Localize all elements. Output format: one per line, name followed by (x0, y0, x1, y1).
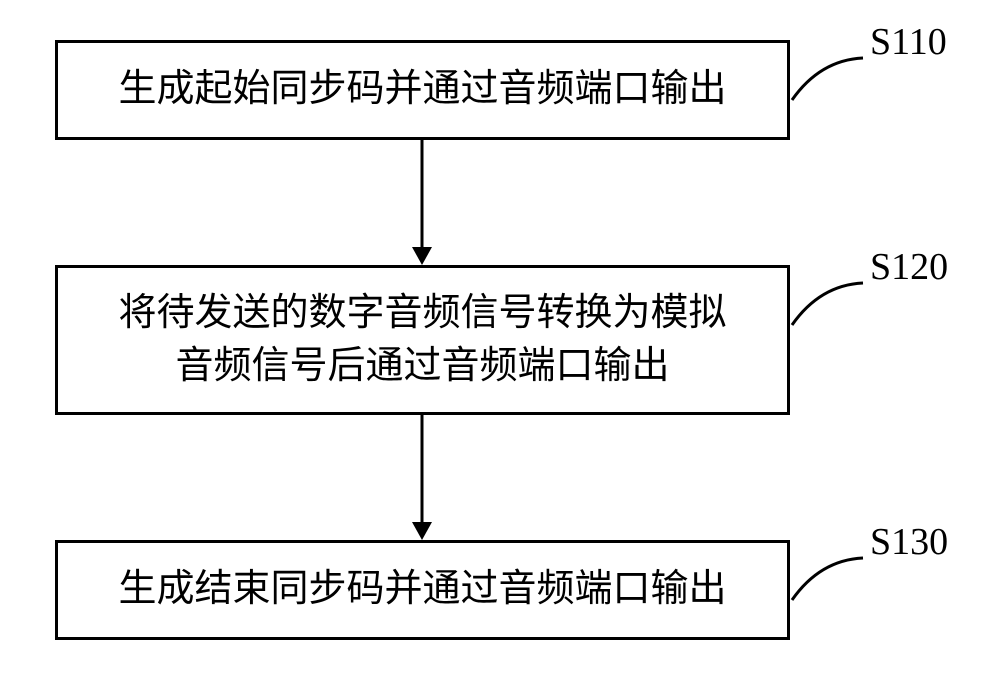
label-s120: S120 (870, 245, 948, 289)
box-1-text: 生成起始同步码并通过音频端口输出 (118, 63, 726, 116)
label-s110: S110 (870, 20, 947, 64)
label-s130: S130 (870, 520, 948, 564)
flowchart-box-1: 生成起始同步码并通过音频端口输出 (55, 40, 790, 140)
box-2-text: 将待发送的数字音频信号转换为模拟 音频信号后通过音频端口输出 (118, 287, 726, 393)
flowchart-box-3: 生成结束同步码并通过音频端口输出 (55, 540, 790, 640)
box-3-text: 生成结束同步码并通过音频端口输出 (118, 563, 726, 616)
flowchart-box-2: 将待发送的数字音频信号转换为模拟 音频信号后通过音频端口输出 (55, 265, 790, 415)
